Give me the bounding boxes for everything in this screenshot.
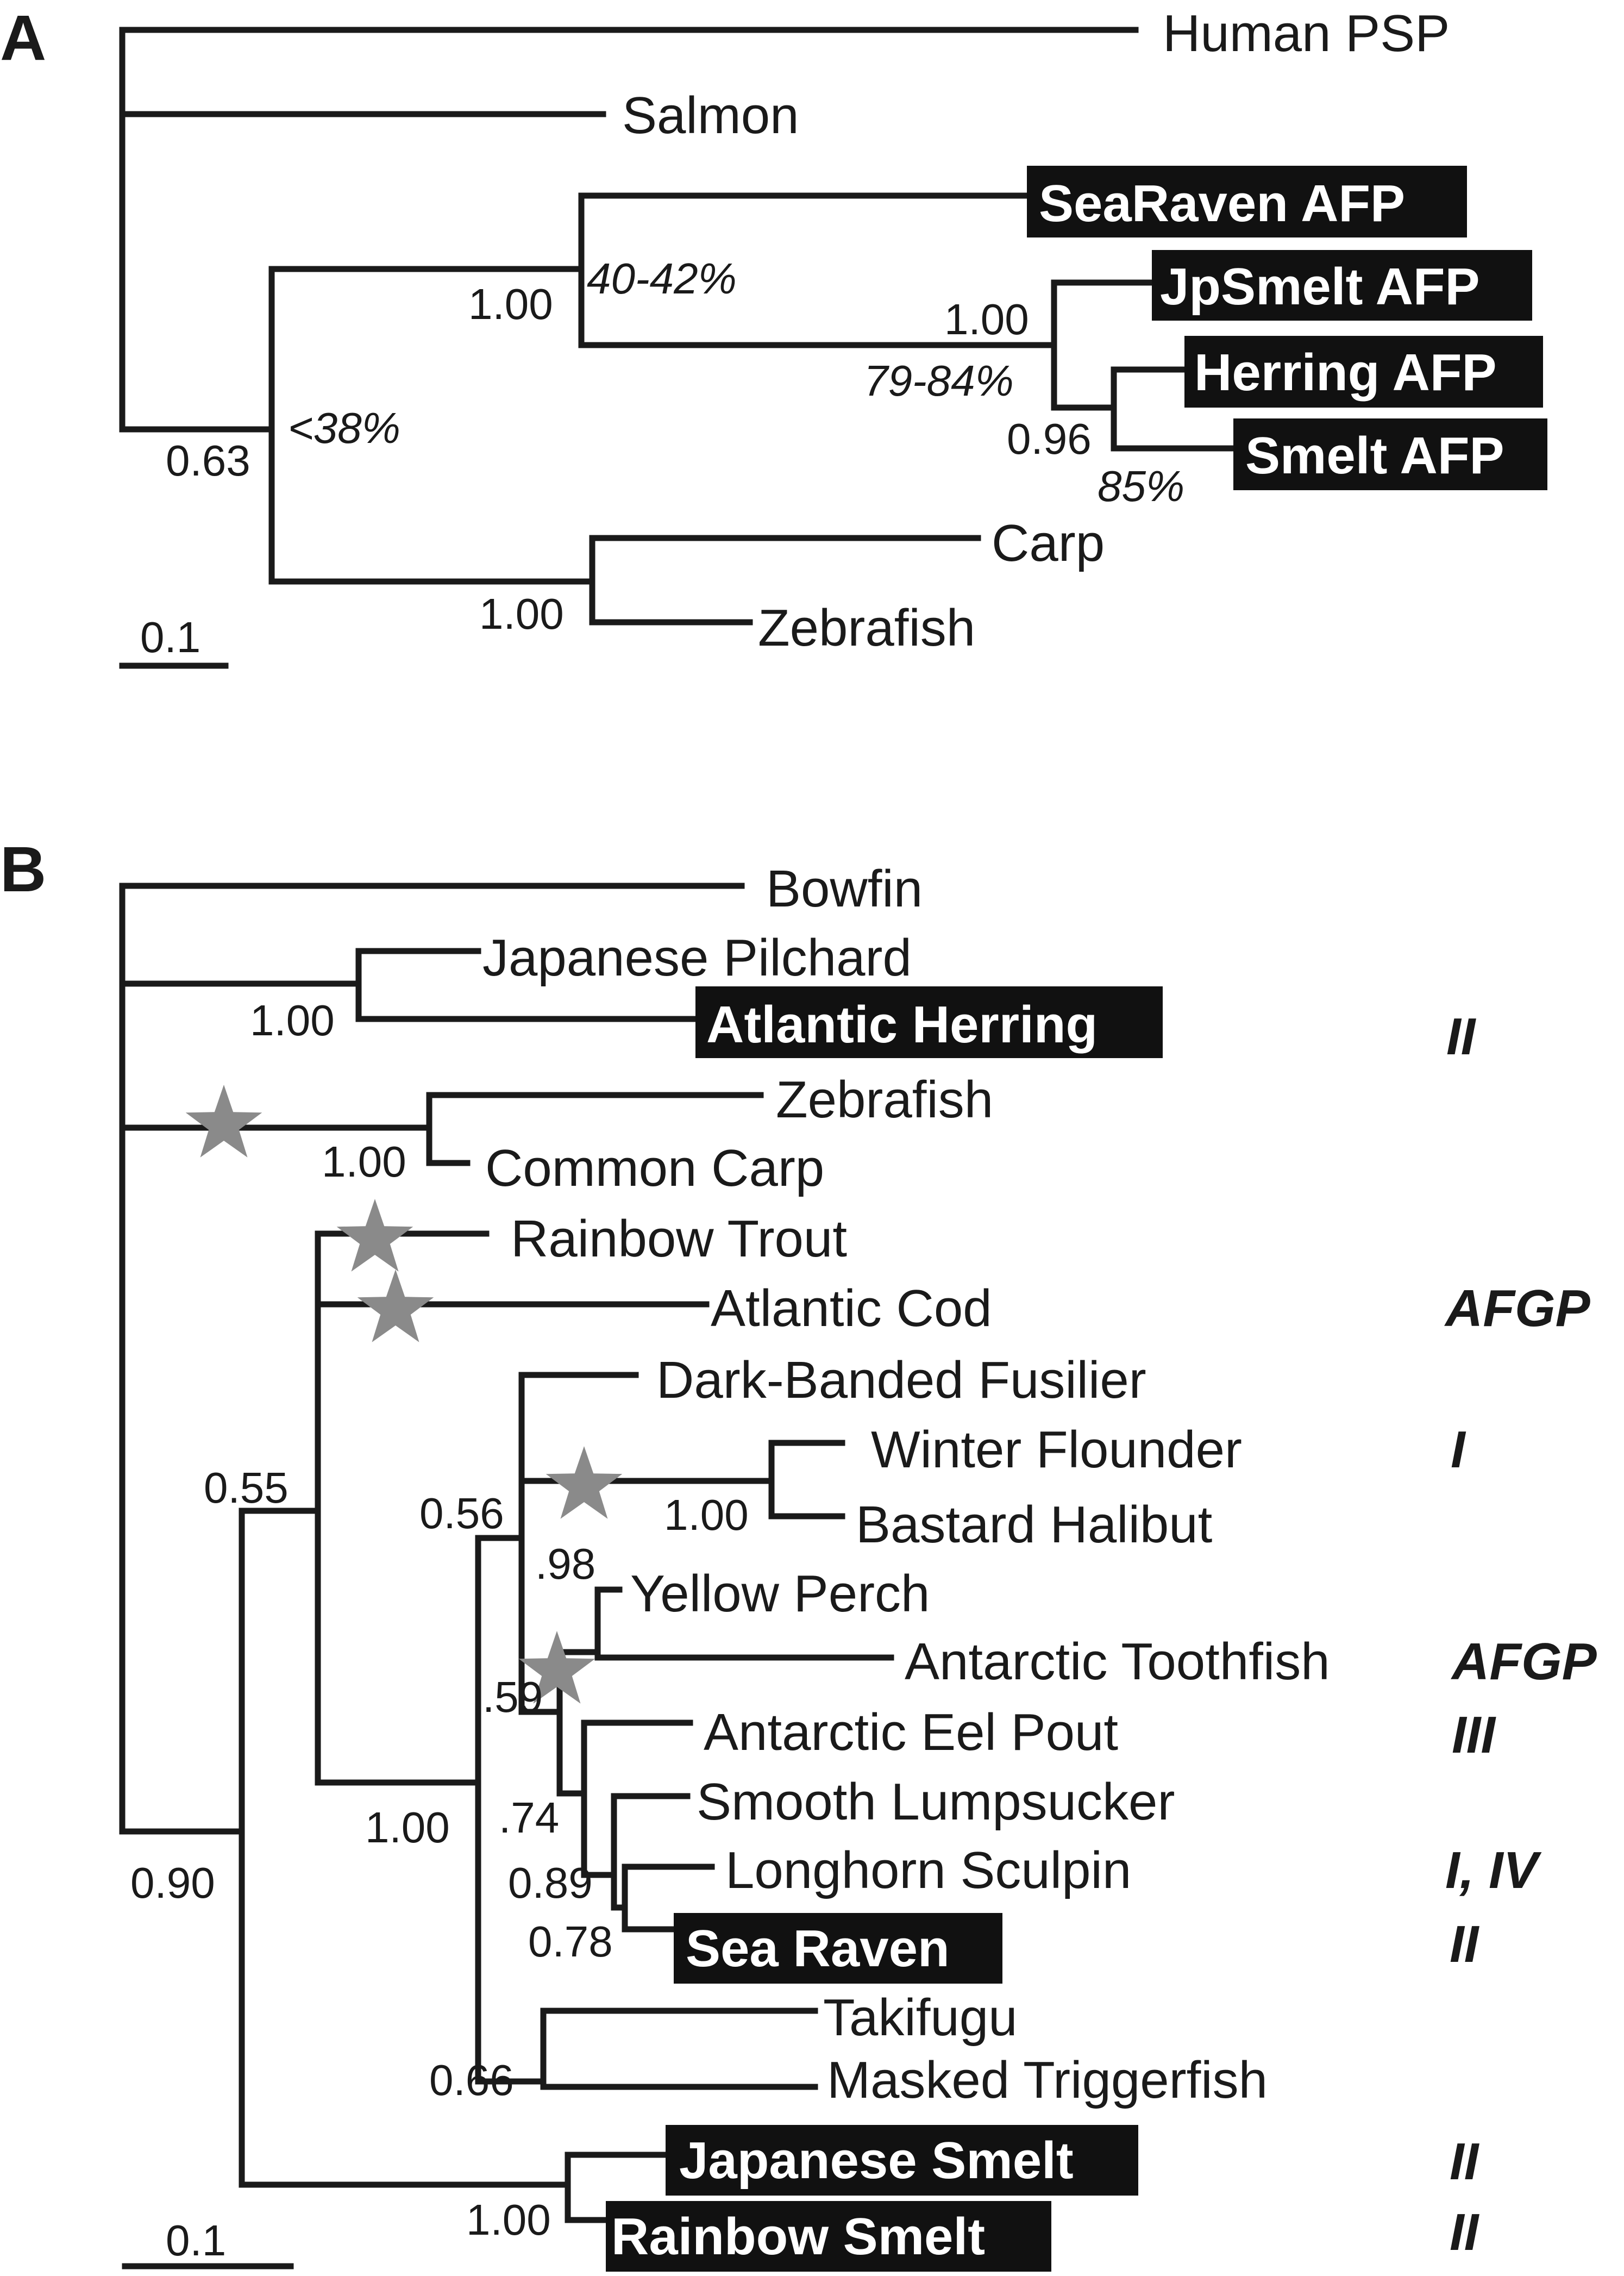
support-jpsmelt-herring-smelt: 1.00	[944, 295, 1029, 343]
afp-type-longhorn-sculpin: I, IV	[1445, 1841, 1542, 1899]
support-afp-clade: 1.00	[468, 280, 553, 328]
leaf-human-psp: Human PSP	[1163, 4, 1450, 62]
leaf-atlantic-cod: Atlantic Cod	[711, 1279, 992, 1337]
afp-type-japanese-smelt: II	[1450, 2133, 1480, 2191]
support-carp-zebrafish: 1.00	[479, 590, 564, 638]
leaf-dark-banded-fusilier: Dark-Banded Fusilier	[656, 1351, 1146, 1409]
leaf-bowfin: Bowfin	[766, 860, 923, 918]
smelt-afp-highlight	[1233, 418, 1547, 490]
sea-raven-highlight	[674, 1913, 1002, 1984]
support-smelts: 1.00	[466, 2196, 551, 2244]
panel-a-branches	[119, 27, 1237, 669]
afp-type-antarctic-eel-pout: III	[1452, 1706, 1496, 1764]
support-percomorph-clade: 0.56	[419, 1489, 504, 1537]
leaf-searaven-afp: SeaRaven AFP	[1039, 174, 1405, 233]
support-eelpout-clade: .74	[499, 1793, 559, 1842]
leaf-antarctic-eel-pout: Antarctic Eel Pout	[704, 1703, 1118, 1761]
herring-afp-highlight	[1184, 336, 1543, 408]
scale-bar-a-label: 0.1	[140, 613, 200, 661]
support-takifugu-triggerfish: 0.66	[429, 2056, 514, 2104]
leaf-japanese-smelt: Japanese Smelt	[679, 2131, 1074, 2190]
searaven-afp-highlight	[1027, 166, 1467, 237]
leaf-bastard-halibut: Bastard Halibut	[856, 1496, 1212, 1554]
leaf-rainbow-smelt: Rainbow Smelt	[611, 2208, 985, 2266]
leaf-smooth-lumpsucker: Smooth Lumpsucker	[697, 1773, 1175, 1831]
star-icon	[357, 1270, 434, 1342]
panel-a-label: A	[0, 2, 46, 74]
support-acanthomorph-clade: 1.00	[365, 1803, 450, 1852]
rainbow-smelt-highlight	[606, 2201, 1051, 2272]
afp-type-atlantic-herring: II	[1446, 1008, 1477, 1066]
afp-type-rainbow-smelt: II	[1450, 2203, 1480, 2261]
support-pilchard-herring: 1.00	[250, 996, 335, 1045]
star-icon	[185, 1085, 262, 1158]
leaf-carp: Carp	[992, 514, 1105, 572]
leaf-masked-triggerfish: Masked Triggerfish	[827, 2051, 1268, 2109]
afp-type-atlantic-cod: AFGP	[1444, 1279, 1591, 1337]
panel-b-label: B	[0, 834, 46, 905]
support-root-lower: 0.90	[130, 1859, 215, 1907]
star-icon	[336, 1199, 413, 1272]
support-flounder-halibut: 1.00	[664, 1491, 749, 1539]
leaf-herring-afp: Herring AFP	[1194, 343, 1497, 402]
identity-lower-clade: <38%	[288, 404, 400, 452]
identity-jpsmelt-herring-smelt: 79-84%	[864, 357, 1014, 405]
leaf-zebrafish-b: Zebrafish	[776, 1071, 993, 1129]
support-herring-smelt: 0.96	[1007, 415, 1092, 463]
support-zebrafish-carp: 1.00	[322, 1137, 406, 1186]
leaf-sea-raven: Sea Raven	[686, 1919, 950, 1978]
afp-type-winter-flounder: I	[1451, 1421, 1466, 1479]
leaf-jpsmelt-afp: JpSmelt AFP	[1160, 258, 1480, 316]
support-perch-toothfish: .98	[535, 1540, 595, 1588]
star-icon	[518, 1631, 595, 1704]
identity-afp-clade: 40-42%	[587, 254, 737, 303]
atlantic-herring-highlight	[695, 986, 1163, 1058]
leaf-yellow-perch: Yellow Perch	[630, 1565, 930, 1623]
star-icon	[545, 1446, 623, 1519]
afp-type-sea-raven: II	[1450, 1915, 1480, 1973]
identity-herring-smelt: 85%	[1098, 462, 1184, 510]
japanese-smelt-highlight	[666, 2125, 1138, 2196]
panel-a: A Human PSP	[0, 2, 1547, 669]
leaf-takifugu: Takifugu	[823, 1989, 1018, 2047]
leaf-zebrafish: Zebrafish	[758, 599, 975, 657]
support-sculpin-raven: 0.78	[528, 1917, 613, 1966]
leaf-antarctic-toothfish: Antarctic Toothfish	[905, 1633, 1330, 1691]
leaf-common-carp: Common Carp	[485, 1139, 824, 1197]
leaf-atlantic-herring: Atlantic Herring	[706, 996, 1098, 1054]
afp-type-antarctic-toothfish: AFGP	[1451, 1633, 1597, 1691]
scale-bar-b-label: 0.1	[166, 2216, 226, 2265]
support-perch-eelpout-clade: .59	[482, 1673, 543, 1721]
jpsmelt-afp-highlight	[1152, 250, 1532, 321]
panel-b: B	[0, 834, 1597, 2272]
support-lower-clade: 0.63	[166, 436, 250, 485]
leaf-japanese-pilchard: Japanese Pilchard	[482, 929, 912, 987]
leaf-salmon: Salmon	[622, 86, 799, 145]
leaf-rainbow-trout: Rainbow Trout	[511, 1210, 847, 1268]
support-lumpsucker-clade: 0.89	[508, 1859, 593, 1907]
leaf-winter-flounder: Winter Flounder	[871, 1421, 1242, 1479]
leaf-smelt-afp: Smelt AFP	[1245, 427, 1504, 485]
support-trout-cod-clade: 0.55	[204, 1464, 289, 1512]
leaf-longhorn-sculpin: Longhorn Sculpin	[725, 1841, 1131, 1899]
